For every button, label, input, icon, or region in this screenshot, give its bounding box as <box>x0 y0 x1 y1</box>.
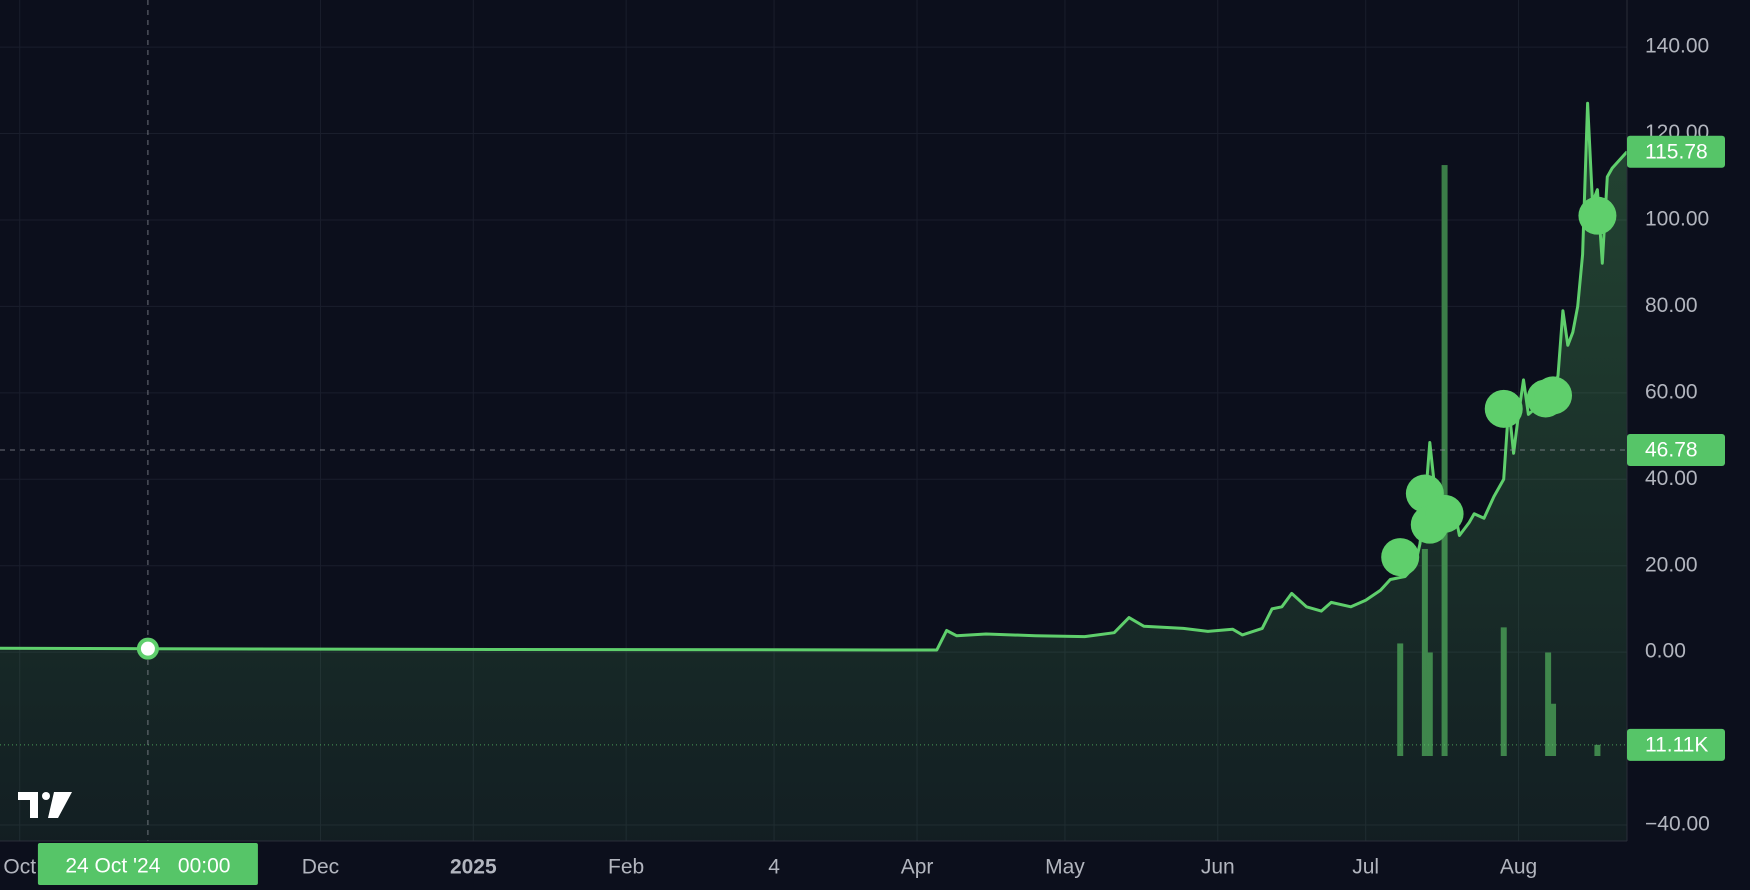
y-tick-label: 80.00 <box>1645 294 1698 317</box>
volume-bar <box>1441 165 1448 756</box>
x-tick-label: Jul <box>1352 856 1379 879</box>
crosshair-time-box <box>37 843 258 885</box>
x-tick-label: Jun <box>1201 856 1235 879</box>
trade-marker <box>1578 196 1617 235</box>
last-price-label-box <box>1627 135 1725 168</box>
y-tick-label: 140.00 <box>1645 35 1709 58</box>
last-price-label: 115.78 <box>1645 140 1708 163</box>
logo-part <box>18 792 38 818</box>
logo <box>18 792 72 818</box>
x-tick-label: 4 <box>768 856 780 879</box>
y-tick-label: 20.00 <box>1645 553 1698 576</box>
trade-marker <box>1534 376 1573 415</box>
area-fill <box>0 103 1627 842</box>
y-tick-label: 100.00 <box>1645 208 1709 231</box>
trade-marker <box>1425 494 1464 533</box>
x-tick-label: 2025 <box>450 856 497 879</box>
plot <box>0 0 1629 842</box>
axes: 140.00120.00100.0080.0060.0040.0020.000.… <box>3 35 1725 885</box>
crosshair-time-label: 24 Oct '24 00:00 <box>65 855 230 878</box>
volume-last-label: 11.11K <box>1645 733 1708 756</box>
x-tick-label: Apr <box>901 856 934 879</box>
crosshair-price-label-box <box>1627 433 1725 466</box>
y-tick-label: −40.00 <box>1645 813 1710 836</box>
y-tick-label: 60.00 <box>1645 380 1698 403</box>
crosshair-price-label: 46.78 <box>1645 439 1698 462</box>
logo-part <box>48 792 72 818</box>
x-tick-label: May <box>1045 856 1085 879</box>
x-tick-label: Oct <box>3 856 36 879</box>
trade-marker <box>1381 538 1420 577</box>
price-line <box>0 101 1629 652</box>
x-tick-label: Aug <box>1500 856 1537 879</box>
volume-last-label-box <box>1627 728 1725 761</box>
x-tick-label: Feb <box>608 856 644 879</box>
y-tick-label: 40.00 <box>1645 467 1698 490</box>
crosshair-point <box>136 637 159 660</box>
x-tick-label: Dec <box>302 856 339 879</box>
trade-marker <box>1484 389 1523 428</box>
y-tick-label: 0.00 <box>1645 640 1686 663</box>
logo-part <box>42 792 50 800</box>
